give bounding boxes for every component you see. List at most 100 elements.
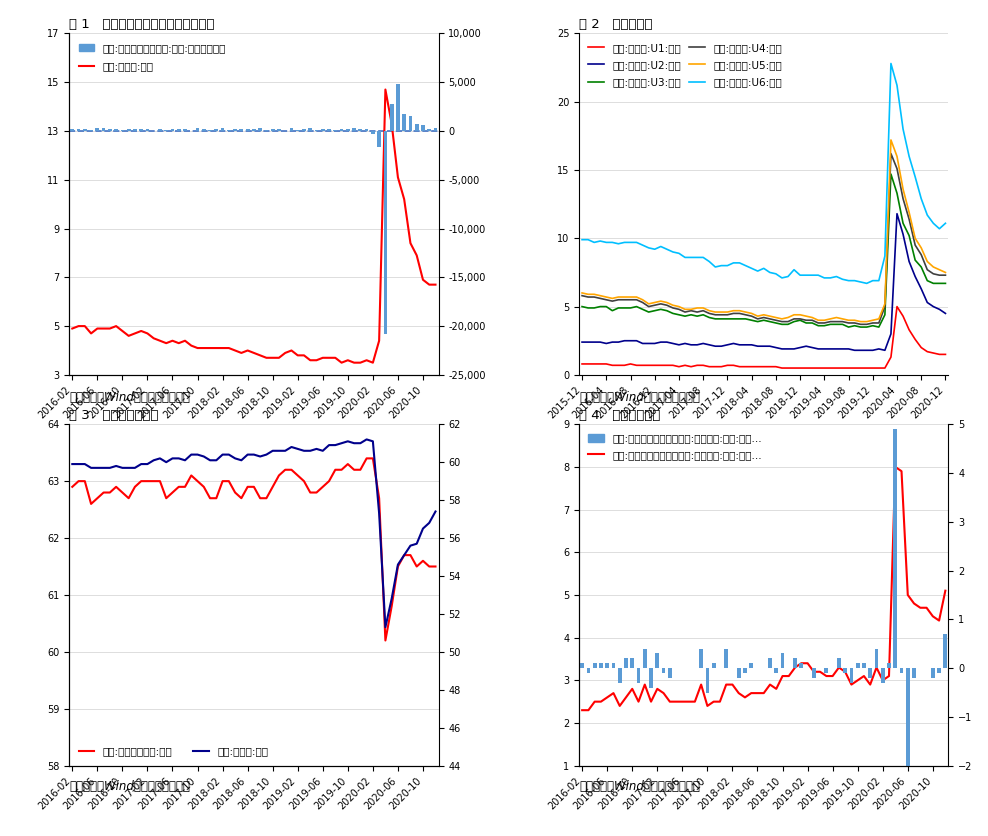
Bar bbox=[781, 654, 784, 668]
Line: 美国:劳动力参与率:季调: 美国:劳动力参与率:季调 bbox=[72, 458, 436, 640]
Bar bbox=[133, 129, 136, 131]
Bar bbox=[214, 129, 218, 131]
Bar bbox=[944, 634, 947, 668]
Line: 美国:就业率:季调: 美国:就业率:季调 bbox=[72, 440, 436, 627]
美国:失业率:U4:季调 bbox=[576, 291, 588, 301]
Bar bbox=[636, 668, 640, 683]
Text: 图 4   平均时薪变动: 图 4 平均时薪变动 bbox=[579, 409, 660, 421]
Bar bbox=[868, 668, 872, 678]
Bar bbox=[906, 668, 910, 809]
Bar bbox=[346, 130, 350, 131]
美国:就业率:季调 bbox=[66, 459, 78, 469]
Bar bbox=[139, 129, 143, 131]
Text: 数据来源：Wind、方正中期研究院: 数据来源：Wind、方正中期研究院 bbox=[579, 779, 700, 793]
Bar bbox=[618, 668, 621, 683]
Bar bbox=[208, 130, 212, 131]
美国:失业率:U4:季调 bbox=[855, 319, 866, 329]
Bar bbox=[863, 663, 865, 668]
美国:失业率:U5:季调 bbox=[576, 288, 588, 298]
Legend: 美国:新增非农就业人数:总计:季调（修正）, 美国:失业率:季调: 美国:新增非农就业人数:总计:季调（修正）, 美国:失业率:季调 bbox=[74, 38, 230, 75]
Bar bbox=[856, 663, 860, 668]
美国:失业率:U6:季调 bbox=[576, 235, 588, 245]
美国:失业率:U4:季调 bbox=[885, 149, 897, 159]
Bar bbox=[171, 129, 174, 131]
美国:失业率:U2:季调 bbox=[940, 308, 951, 319]
美国:失业率:U4:季调 bbox=[940, 270, 951, 280]
Bar bbox=[837, 659, 841, 668]
Bar bbox=[396, 84, 400, 131]
Bar bbox=[308, 129, 312, 131]
Bar bbox=[77, 129, 80, 131]
Bar bbox=[724, 649, 728, 668]
美国:失业率:U5:季调 bbox=[703, 306, 715, 316]
Line: 美国:失业率:U4:季调: 美国:失业率:U4:季调 bbox=[582, 154, 946, 324]
美国:失业率:U2:季调 bbox=[903, 257, 915, 267]
Legend: 美国:失业率:U1:季调, 美国:失业率:U2:季调, 美国:失业率:U3:季调, 美国:失业率:U4:季调, 美国:失业率:U5:季调, 美国:失业率:U6:: 美国:失业率:U1:季调, 美国:失业率:U2:季调, 美国:失业率:U3:季调… bbox=[584, 38, 786, 92]
Bar bbox=[775, 668, 779, 673]
美国:失业率:U6:季调 bbox=[903, 151, 915, 161]
美国:失业率:U4:季调 bbox=[770, 315, 782, 325]
Bar bbox=[409, 115, 412, 131]
美国:失业率:U2:季调 bbox=[794, 343, 806, 353]
美国:劳动力参与率:季调 bbox=[329, 465, 341, 475]
Legend: 美国:私人非农企业全部员工:平均时薪:总计:季调..., 美国:私人非农企业全部员工:平均时薪:总计:季调...: 美国:私人非农企业全部员工:平均时薪:总计:季调..., 美国:私人非农企业全部… bbox=[584, 430, 766, 464]
Bar bbox=[711, 663, 715, 668]
Bar bbox=[96, 129, 99, 131]
Bar bbox=[321, 129, 325, 131]
美国:就业率:季调 bbox=[79, 459, 91, 469]
美国:就业率:季调 bbox=[329, 440, 341, 450]
Bar bbox=[246, 129, 250, 131]
Line: 美国:失业率:U3:季调: 美国:失业率:U3:季调 bbox=[582, 174, 946, 327]
美国:失业率:U1:季调 bbox=[770, 362, 782, 372]
Bar bbox=[612, 663, 616, 668]
Bar bbox=[289, 128, 293, 131]
Bar bbox=[587, 668, 590, 673]
Text: 数据来源：Wind、方正中期研究院: 数据来源：Wind、方正中期研究院 bbox=[69, 390, 190, 404]
Bar bbox=[327, 130, 331, 131]
美国:失业率:U5:季调 bbox=[940, 268, 951, 278]
Bar bbox=[177, 129, 181, 131]
美国:劳动力参与率:季调 bbox=[160, 493, 172, 503]
Line: 美国:失业率:U1:季调: 美国:失业率:U1:季调 bbox=[582, 307, 946, 368]
Bar bbox=[265, 130, 269, 131]
美国:劳动力参与率:季调 bbox=[104, 487, 116, 497]
美国:劳动力参与率:季调 bbox=[66, 482, 78, 492]
Bar bbox=[108, 130, 112, 131]
Bar bbox=[649, 668, 653, 688]
Bar bbox=[421, 125, 425, 131]
Bar bbox=[793, 659, 797, 668]
Bar bbox=[668, 668, 672, 678]
Bar bbox=[931, 668, 935, 678]
Bar bbox=[145, 129, 149, 131]
美国:失业率:U2:季调 bbox=[703, 339, 715, 349]
Bar bbox=[102, 128, 106, 131]
美国:失业率:U1:季调 bbox=[703, 362, 715, 372]
美国:失业率:U1:季调 bbox=[800, 363, 812, 373]
Bar bbox=[183, 129, 187, 131]
Bar bbox=[271, 129, 275, 131]
美国:失业率:U1:季调 bbox=[940, 349, 951, 359]
Bar bbox=[624, 659, 627, 668]
美国:劳动力参与率:季调 bbox=[361, 453, 372, 463]
美国:失业率:U3:季调 bbox=[661, 306, 673, 316]
美国:失业率:U2:季调 bbox=[891, 209, 903, 219]
Bar bbox=[887, 663, 891, 668]
美国:就业率:季调 bbox=[254, 451, 266, 461]
Bar bbox=[844, 668, 847, 673]
Bar bbox=[643, 649, 647, 668]
美国:失业率:U4:季调 bbox=[794, 314, 806, 324]
Bar bbox=[121, 130, 124, 131]
Bar bbox=[89, 130, 93, 131]
Bar bbox=[428, 129, 431, 131]
Bar bbox=[743, 668, 747, 673]
Bar bbox=[850, 668, 854, 683]
美国:失业率:U3:季调 bbox=[903, 231, 915, 241]
Bar bbox=[83, 130, 87, 131]
美国:失业率:U4:季调 bbox=[661, 300, 673, 310]
美国:失业率:U2:季调 bbox=[849, 345, 861, 355]
美国:就业率:季调 bbox=[160, 457, 172, 467]
美国:失业率:U1:季调 bbox=[891, 302, 903, 312]
美国:失业率:U4:季调 bbox=[703, 308, 715, 319]
美国:失业率:U3:季调 bbox=[703, 313, 715, 323]
美国:失业率:U2:季调 bbox=[661, 337, 673, 347]
